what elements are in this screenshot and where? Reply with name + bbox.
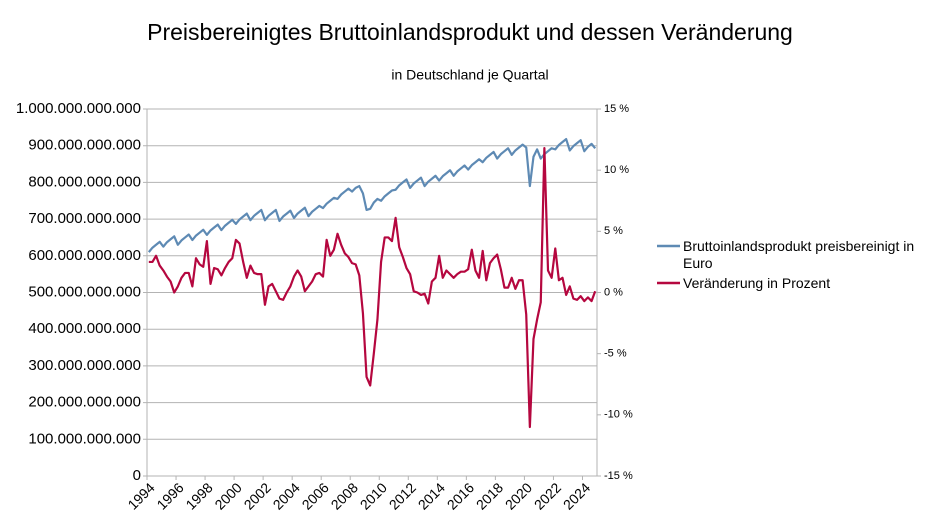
y-tick-label: 500.000.000.000 (28, 283, 141, 300)
line-series (148, 147, 597, 429)
chart-subtitle: in Deutschland je Quartal (391, 67, 548, 83)
y-tick-label: 0 (133, 467, 141, 484)
y2-tick-label: -15 % (604, 470, 633, 482)
x-tick-label: 1994 (124, 479, 157, 512)
x-tick-label: 2004 (270, 479, 303, 512)
x-tick-label: 2020 (502, 479, 535, 512)
y2-tick-label: 15 % (604, 103, 629, 115)
line-series (147, 137, 597, 253)
y-tick-label: 600.000.000.000 (28, 247, 141, 264)
y2-tick-label: 5 % (604, 225, 623, 237)
y-tick-label: 100.000.000.000 (28, 430, 141, 447)
y-tick-label: 700.000.000.000 (28, 210, 141, 227)
y2-tick-label: -5 % (604, 348, 627, 360)
x-tick-label: 2008 (328, 479, 361, 512)
y2-tick-label: 10 % (604, 164, 629, 176)
x-tick-label: 2000 (211, 479, 244, 512)
chart-title: Preisbereinigtes Bruttoinlandsprodukt un… (147, 19, 793, 45)
y-tick-label: 200.000.000.000 (28, 394, 141, 411)
x-tick-label: 1998 (182, 479, 215, 512)
y-tick-label: 1.000.000.000.000 (16, 100, 141, 117)
legend-label: Veränderung in Prozent (683, 275, 831, 291)
y2-tick-label: 0 % (604, 286, 623, 298)
x-tick-label: 2018 (473, 479, 506, 512)
x-tick-label: 2014 (415, 479, 448, 512)
x-tick-label: 2010 (357, 479, 390, 512)
x-tick-label: 2012 (386, 479, 419, 512)
x-tick-label: 2002 (241, 479, 274, 512)
legend-label: Bruttoinlandsprodukt preisbereinigt in E… (683, 238, 915, 271)
y-tick-label: 300.000.000.000 (28, 357, 141, 374)
y-tick-label: 800.000.000.000 (28, 173, 141, 190)
x-tick-label: 2006 (299, 479, 332, 512)
x-tick-label: 2016 (444, 479, 477, 512)
y-tick-label: 900.000.000.000 (28, 137, 141, 154)
y2-tick-label: -10 % (604, 409, 633, 421)
x-tick-label: 1996 (153, 479, 186, 512)
x-tick-label: 2022 (531, 479, 564, 512)
y-tick-label: 400.000.000.000 (28, 320, 141, 337)
x-tick-label: 2024 (560, 479, 593, 512)
